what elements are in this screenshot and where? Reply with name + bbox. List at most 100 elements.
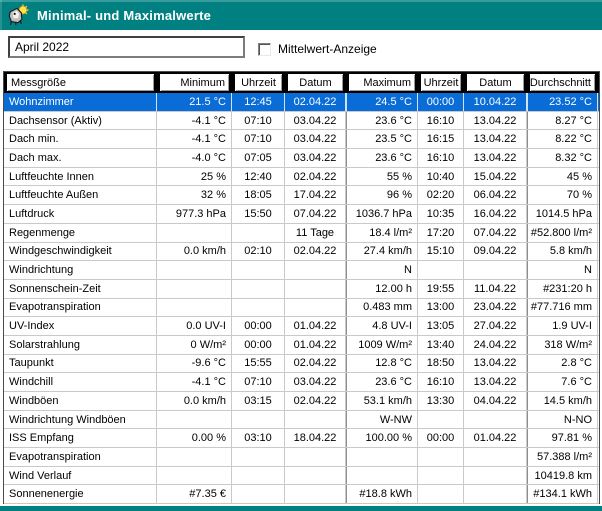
table-cell: -4.1 °C [157,111,232,130]
table-row[interactable]: Windgeschwindigkeit 0.0 km/h 02:10 02.04.22… [4,242,599,262]
table-cell: 45 % [527,167,598,186]
column-header-2[interactable]: Uhrzeit [232,72,285,93]
table-row[interactable]: Evapotranspiration 0.483 mm 13:00 23.04.22 #… [4,298,599,318]
table-cell: 07.04.22 [464,223,527,242]
table-row[interactable]: Dach max. -4.0 °C 07:05 03.04.22 23.6 °C 16:1… [4,149,599,168]
column-header-1[interactable]: Minimum [157,72,232,93]
column-header-5[interactable]: Uhrzeit [418,72,464,93]
table-cell: 07:05 [232,149,285,167]
table-cell: -9.6 °C [157,354,232,373]
table-cell: 16.04.22 [464,205,527,223]
mittelwert-checkbox[interactable] [258,42,271,56]
table-cell [418,410,464,429]
table-header-row: Messgröße Minimum Uhrzeit Datum Maximum Uhrze… [4,72,599,93]
table-cell: 23.6 °C [346,373,418,391]
table-cell [464,410,527,429]
window-title: Minimal- und Maximalwerte [37,7,212,23]
table-cell: 70 % [527,186,598,205]
table-cell: 02.04.22 [285,354,346,373]
table-cell: 15:55 [232,354,285,373]
table-row[interactable]: ISS Empfang 0.00 % 03:10 18.04.22 100.00 % 00… [4,429,599,449]
table-row[interactable]: Sonnenenergie #7.35 € #18.8 kWh #134.1 kWh [4,485,599,505]
column-header-label: Messgröße [6,73,155,92]
table-cell: 55 % [346,167,418,186]
title-bar[interactable]: Minimal- und Maximalwerte [0,0,602,30]
table-cell: 11.04.22 [464,279,527,298]
table-cell: 13:40 [418,335,464,354]
table-cell: 03.04.22 [285,373,346,391]
table-cell: 23.5 °C [346,130,418,149]
table-cell: 15.04.22 [464,167,527,186]
table-cell: N [346,261,418,279]
table-row[interactable]: Evapotranspiration 57.388 l/m² [4,448,599,467]
table-cell: #77.716 mm [527,298,598,317]
table-row[interactable]: Luftfeuchte Innen 25 % 12:40 02.04.22 55 % 10… [4,167,599,187]
table-cell: 02.04.22 [285,167,346,186]
window-bottom-strip [0,506,602,511]
table-row[interactable]: Solarstrahlung 0 W/m² 00:00 01.04.22 1009 W/… [4,335,599,355]
table-cell: 10419.8 km [527,466,598,485]
column-header-4[interactable]: Maximum [346,72,418,93]
table-row[interactable]: Windböen 0.0 km/h 03:15 02.04.22 53.1 km/h 13… [4,392,599,411]
table-cell: 13.04.22 [464,149,527,167]
table-row[interactable]: Windrichtung Windböen W-NW N-NO [4,410,599,430]
table-cell: 2.8 °C [527,354,598,373]
table-cell: #52.800 l/m² [527,223,598,242]
table-cell: #134.1 kWh [527,485,598,504]
app-icon[interactable] [7,4,29,26]
table-cell [418,448,464,466]
table-row[interactable]: Sonnenschein-Zeit 12.00 h 19:55 11.04.22 #23… [4,279,599,299]
table-cell: 18:05 [232,186,285,205]
table-cell: 03.04.22 [285,149,346,167]
table-cell: 53.1 km/h [346,392,418,410]
table-cell: 24.5 °C [346,93,418,111]
table-row[interactable]: Dach min. -4.1 °C 07:10 03.04.22 23.5 °C 16:1… [4,130,599,150]
table-row[interactable]: Taupunkt -9.6 °C 15:55 02.04.22 12.8 °C 18:50… [4,354,599,374]
column-header-label: Uhrzeit [234,73,283,92]
table-row[interactable]: UV-Index 0.0 UV-I 00:00 01.04.22 4.8 UV-I 13:… [4,317,599,336]
minmax-table: Messgröße Minimum Uhrzeit Datum Maximum Uhrze… [3,71,600,505]
table-cell: 07.04.22 [285,205,346,223]
table-cell: 02.04.22 [285,392,346,410]
table-cell: Regenmenge [4,223,157,242]
table-row[interactable]: Regenmenge 11 Tage 18.4 l/m² 17:20 07.04.22 #… [4,223,599,243]
table-cell: 12:40 [232,167,285,186]
table-cell: Evapotranspiration [4,448,157,466]
table-row[interactable]: Luftfeuchte Außen 32 % 18:05 17.04.22 96 % 02… [4,186,599,206]
column-header-label: Durchschnitt [529,73,596,92]
table-cell: 00:00 [232,317,285,335]
table-cell [157,410,232,429]
table-row[interactable]: Luftdruck 977.3 hPa 15:50 07.04.22 1036.7 hP… [4,205,599,224]
table-row[interactable]: Windchill -4.1 °C 07:10 03.04.22 23.6 °C 16:1… [4,373,599,392]
column-header-0[interactable]: Messgröße [4,72,157,93]
column-header-6[interactable]: Datum [464,72,527,93]
table-cell [157,279,232,298]
table-cell: 01.04.22 [285,335,346,354]
column-header-7[interactable]: Durchschnitt [527,72,598,93]
table-cell [285,448,346,466]
table-cell [232,448,285,466]
period-input[interactable] [8,36,245,58]
table-cell: Windrichtung [4,261,157,279]
table-cell: 1014.5 hPa [527,205,598,223]
column-header-label: Maximum [348,73,416,92]
table-row[interactable]: Dachsensor (Aktiv) -4.1 °C 07:10 03.04.22 23… [4,111,599,131]
table-cell: 13.04.22 [464,111,527,130]
table-cell: Windböen [4,392,157,410]
table-row[interactable]: Windrichtung N N [4,261,599,280]
mittelwert-checkbox-group: Mittelwert-Anzeige [258,42,377,56]
table-cell: Luftfeuchte Außen [4,186,157,205]
table-row[interactable]: Wohnzimmer 21.5 °C 12:45 02.04.22 24.5 °C 00:… [4,93,599,112]
table-cell: 977.3 hPa [157,205,232,223]
table-cell: 18:50 [418,354,464,373]
table-cell [346,448,418,466]
table-cell: 27.4 km/h [346,242,418,261]
table-cell: Evapotranspiration [4,298,157,317]
table-cell: 100.00 % [346,429,418,448]
column-header-3[interactable]: Datum [285,72,346,93]
table-cell: 8.32 °C [527,149,598,167]
table-cell: 4.8 UV-I [346,317,418,335]
table-row[interactable]: Wind Verlauf 10419.8 km [4,466,599,486]
table-cell: 14.5 km/h [527,392,598,410]
column-header-label: Uhrzeit [420,73,462,92]
